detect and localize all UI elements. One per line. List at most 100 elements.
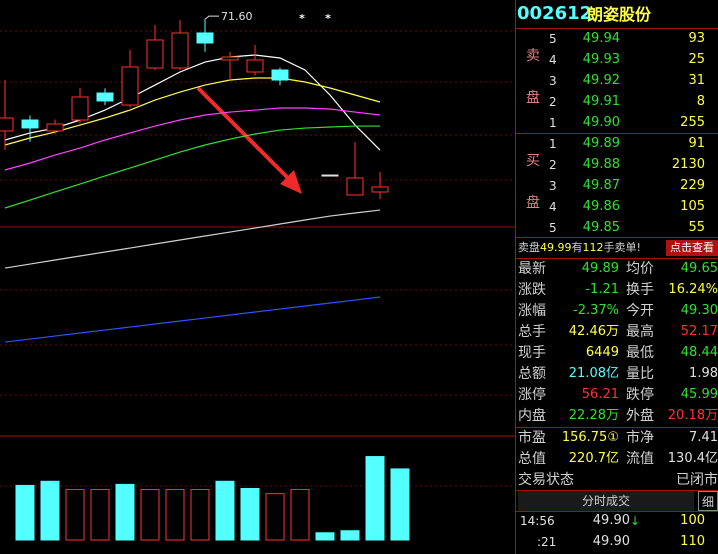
stat-label: 涨跌	[518, 282, 546, 298]
marker: *	[299, 12, 305, 25]
volume: 229	[680, 178, 705, 193]
volume: 2130	[671, 157, 705, 172]
stat-label: 市净	[626, 430, 654, 446]
volume: 25	[688, 52, 705, 67]
candle-body	[196, 32, 214, 44]
arrow	[196, 86, 302, 194]
trade-price: 49.90	[592, 534, 630, 549]
stat-value: 130.4亿	[667, 451, 718, 466]
level: 1	[549, 116, 557, 130]
stat-label: 均价	[626, 261, 654, 277]
stat-value: 22.28万	[568, 408, 619, 423]
trade-time: :21	[537, 535, 557, 549]
moving-average	[4, 209, 381, 269]
candle-body	[271, 69, 289, 81]
trades-tab[interactable]: 分时成交	[518, 491, 694, 511]
stat-value: 45.99	[680, 387, 718, 402]
price: 49.93	[582, 52, 620, 67]
stat-label: 量比	[626, 366, 654, 382]
trade-qty: 110	[680, 534, 705, 549]
price: 49.88	[582, 157, 620, 172]
volume-bar	[165, 489, 185, 541]
detail-tab[interactable]: 细	[698, 491, 718, 511]
trade-arrow: ↓	[630, 514, 641, 528]
level: 3	[549, 74, 557, 88]
volume: 8	[696, 94, 705, 109]
moving-average	[4, 107, 381, 171]
stat-label: 今开	[626, 303, 654, 319]
stat-label: 现手	[518, 345, 546, 361]
level: 5	[549, 221, 557, 235]
candle-body	[0, 117, 14, 132]
divider	[516, 511, 718, 512]
volume: 93	[688, 31, 705, 46]
volume: 105	[680, 199, 705, 214]
volume: 255	[680, 115, 705, 130]
candle-body	[96, 92, 114, 102]
price: 49.92	[582, 73, 620, 88]
stat-value: 6449	[585, 345, 619, 360]
stat-value: 16.24%	[668, 282, 718, 297]
volume-bar	[90, 489, 110, 541]
kline-chart: 71.60 * *	[0, 0, 516, 554]
level: 3	[549, 179, 557, 193]
price: 49.86	[582, 199, 620, 214]
stat-value: 42.46万	[568, 324, 619, 339]
volume-bar	[290, 489, 310, 541]
stat-label: 内盘	[518, 408, 546, 424]
candle-body	[121, 66, 139, 106]
grid	[0, 30, 515, 487]
marker: *	[325, 12, 331, 25]
trade-qty: 100	[680, 513, 705, 528]
volume-bar	[215, 480, 235, 541]
level: 4	[549, 200, 557, 214]
volume-bar	[265, 493, 285, 541]
trade-time: 14:56	[520, 514, 555, 528]
stock-name: 朗姿股份	[587, 5, 652, 24]
stat-value: 1.98	[689, 366, 718, 381]
notice-qty: 112	[582, 241, 604, 254]
volume-bar	[240, 488, 260, 541]
volume-bar	[15, 484, 35, 541]
stat-label: 总手	[518, 324, 546, 340]
level: 2	[549, 158, 557, 172]
price: 49.89	[582, 136, 620, 151]
stat-label: 最高	[626, 324, 654, 340]
side-label: 买	[526, 153, 540, 169]
notice-suffix: 手卖单!	[603, 241, 641, 254]
side-label: 盘	[526, 195, 540, 211]
level: 4	[549, 53, 557, 67]
stat-label: 换手	[626, 282, 654, 298]
price: 49.90	[582, 115, 620, 130]
stat-label: 外盘	[626, 408, 654, 424]
volume-bar	[340, 530, 360, 541]
volume: 91	[688, 136, 705, 151]
candle-body	[146, 39, 164, 69]
divider	[516, 28, 718, 29]
notice-mid: 有	[571, 241, 583, 254]
level: 5	[549, 32, 557, 46]
volume-bar	[315, 532, 335, 541]
stat-value: 52.17	[680, 324, 718, 339]
stat-value: -1.21	[585, 282, 619, 297]
view-button[interactable]: 点击查看	[666, 240, 718, 256]
stat-label: 跌停	[626, 387, 654, 403]
stat-value: 7.41	[689, 430, 718, 445]
divider	[516, 427, 718, 428]
volume-bar	[390, 468, 410, 541]
level: 2	[549, 95, 557, 109]
stat-label: 涨幅	[518, 303, 546, 319]
stat-label: 总额	[518, 366, 546, 382]
candle-body	[171, 32, 189, 69]
price: 49.87	[582, 178, 620, 193]
stat-value: 56.21	[581, 387, 619, 402]
candle-body	[371, 186, 389, 193]
stat-value: 156.75①	[561, 430, 619, 445]
stat-label: 流值	[626, 451, 654, 467]
stat-value: 20.18万	[667, 408, 718, 423]
stat-value: 220.7亿	[568, 451, 619, 466]
stat-value: -2.37%	[573, 303, 619, 318]
volume-bar	[365, 456, 385, 541]
volume-bar	[115, 483, 135, 541]
